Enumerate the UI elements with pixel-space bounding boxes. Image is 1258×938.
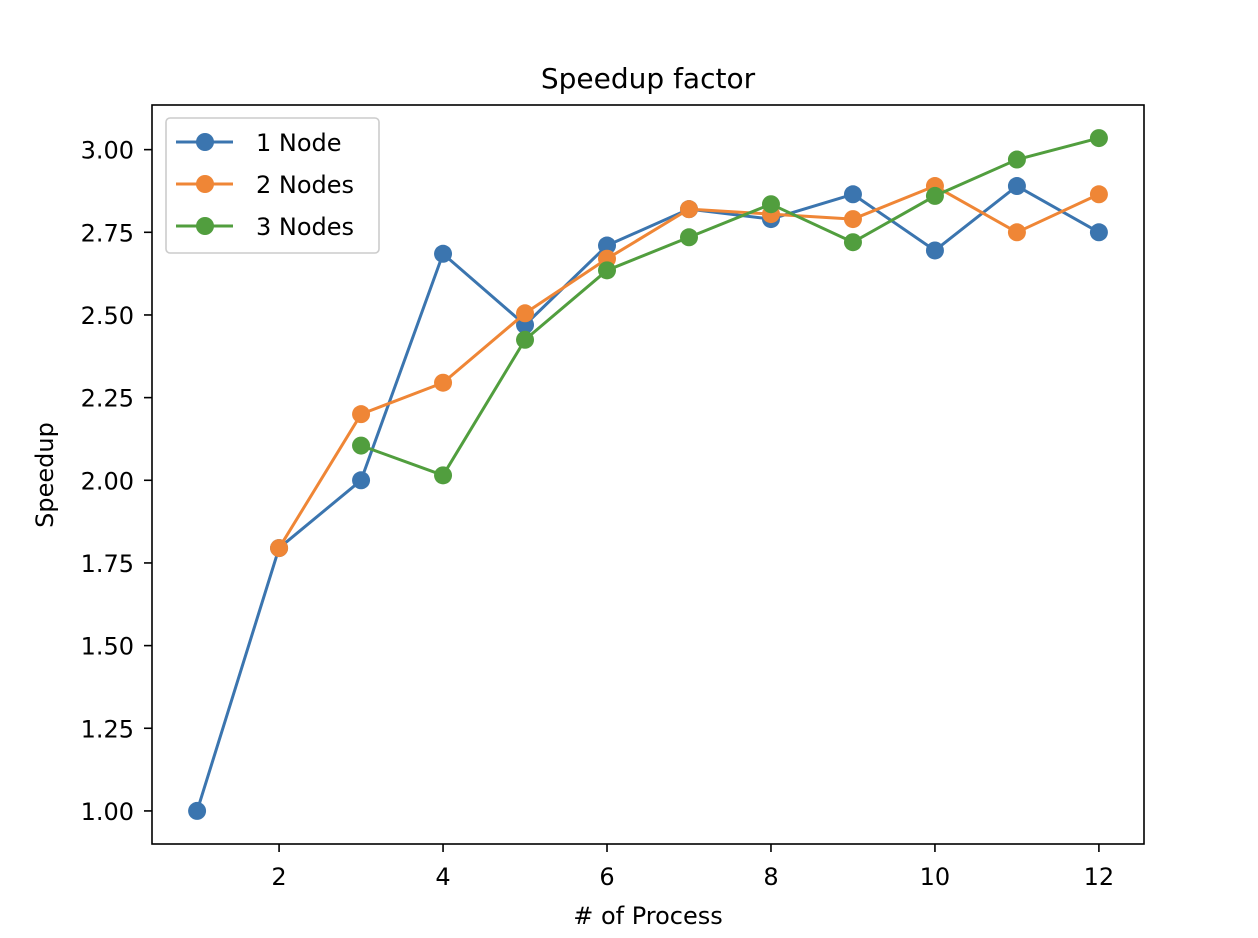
legend-marker-2-nodes — [196, 175, 214, 193]
y-axis: 1.00 1.25 1.50 1.75 2.00 2.25 2.50 2.75 3.00 — [81, 137, 152, 826]
data-point-1-node — [434, 244, 453, 263]
x-tick-label: 10 — [920, 863, 951, 891]
y-tick-label: 1.75 — [81, 550, 134, 578]
x-axis: 2 4 6 8 10 12 — [271, 844, 1114, 891]
data-point-2-nodes — [679, 200, 698, 219]
series-line-1-node — [195, 184, 1100, 812]
data-point-3-nodes — [434, 466, 453, 485]
x-tick-label: 8 — [763, 863, 778, 891]
legend: 1 Node 2 Nodes 3 Nodes — [165, 117, 380, 254]
y-tick-label: 1.50 — [81, 633, 134, 661]
data-point-1-node — [925, 241, 944, 260]
data-point-2-nodes — [516, 304, 535, 323]
data-point-2-nodes — [352, 405, 371, 424]
series-layer — [188, 129, 1108, 820]
data-point-3-nodes — [761, 195, 780, 214]
x-tick-label: 12 — [1084, 863, 1115, 891]
data-point-2-nodes — [270, 539, 289, 558]
data-point-2-nodes — [1089, 185, 1108, 204]
chart-title: Speedup factor — [541, 62, 756, 95]
data-point-3-nodes — [352, 436, 371, 455]
data-point-2-nodes — [1007, 223, 1026, 242]
data-point-3-nodes — [843, 233, 862, 252]
data-point-1-node — [1089, 223, 1108, 242]
y-tick-label: 2.00 — [81, 467, 134, 495]
y-tick-label: 2.50 — [81, 302, 134, 330]
data-point-3-nodes — [679, 228, 698, 247]
legend-marker-1-node — [196, 133, 214, 151]
legend-label-2-nodes: 2 Nodes — [256, 171, 354, 199]
x-axis-label: # of Process — [573, 902, 723, 930]
data-point-2-nodes — [843, 210, 862, 229]
y-axis-label: Speedup — [31, 422, 59, 528]
data-point-1-node — [188, 801, 207, 820]
data-point-3-nodes — [925, 186, 944, 205]
x-tick-label: 2 — [271, 863, 286, 891]
data-point-2-nodes — [434, 373, 453, 392]
y-tick-label: 2.25 — [81, 385, 134, 413]
series-line-3-nodes — [360, 136, 1100, 477]
x-tick-label: 4 — [435, 863, 450, 891]
legend-box — [165, 117, 380, 254]
data-point-3-nodes — [598, 261, 617, 280]
y-tick-label: 3.00 — [81, 137, 134, 165]
legend-marker-3-nodes — [196, 217, 214, 235]
data-point-3-nodes — [516, 330, 535, 349]
x-tick-label: 6 — [599, 863, 614, 891]
data-point-3-nodes — [1089, 129, 1108, 148]
data-point-1-node — [352, 471, 371, 490]
data-point-3-nodes — [1007, 150, 1026, 169]
legend-label-1-node: 1 Node — [256, 129, 342, 157]
legend-label-3-nodes: 3 Nodes — [256, 213, 354, 241]
data-point-1-node — [1007, 177, 1026, 196]
data-point-1-node — [598, 236, 617, 255]
data-point-1-node — [843, 185, 862, 204]
y-tick-label: 1.25 — [81, 715, 134, 743]
y-tick-label: 1.00 — [81, 798, 134, 826]
y-tick-label: 2.75 — [81, 219, 134, 247]
plot-area-frame — [151, 104, 1145, 845]
